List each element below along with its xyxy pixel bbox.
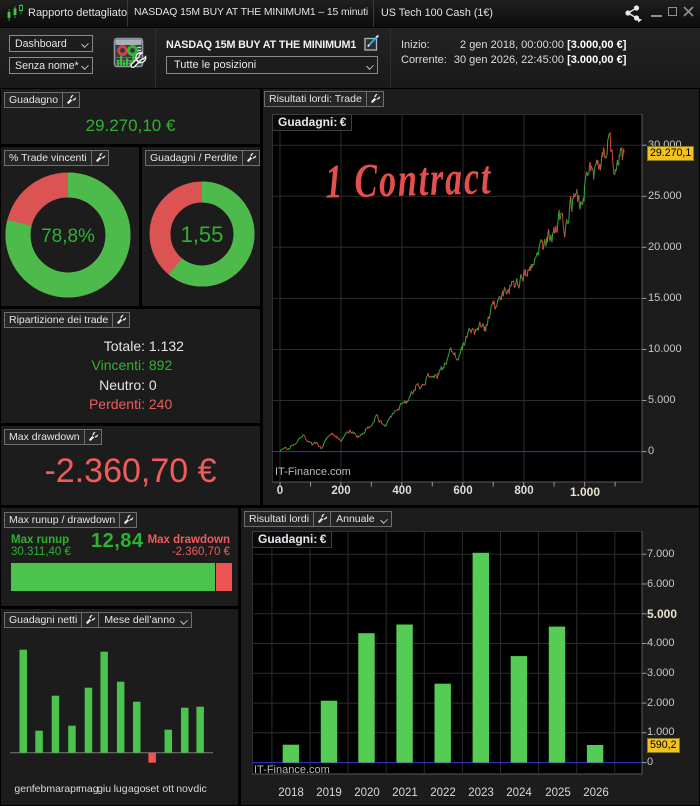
- svg-text:mag: mag: [78, 783, 99, 795]
- svg-text:nov: nov: [176, 783, 194, 795]
- svg-text:dic: dic: [193, 783, 206, 795]
- svg-text:feb: feb: [32, 783, 47, 795]
- svg-text:ott: ott: [162, 783, 174, 795]
- svg-text:apr: apr: [64, 783, 80, 795]
- svg-text:1,55: 1,55: [181, 222, 224, 247]
- svg-text:mar: mar: [46, 783, 65, 795]
- svg-text:lug: lug: [114, 783, 128, 795]
- svg-text:ago: ago: [128, 783, 146, 795]
- svg-text:gen: gen: [14, 783, 32, 795]
- svg-text:giu: giu: [97, 783, 111, 795]
- svg-text:78,8%: 78,8%: [41, 226, 95, 247]
- svg-text:set: set: [145, 783, 159, 795]
